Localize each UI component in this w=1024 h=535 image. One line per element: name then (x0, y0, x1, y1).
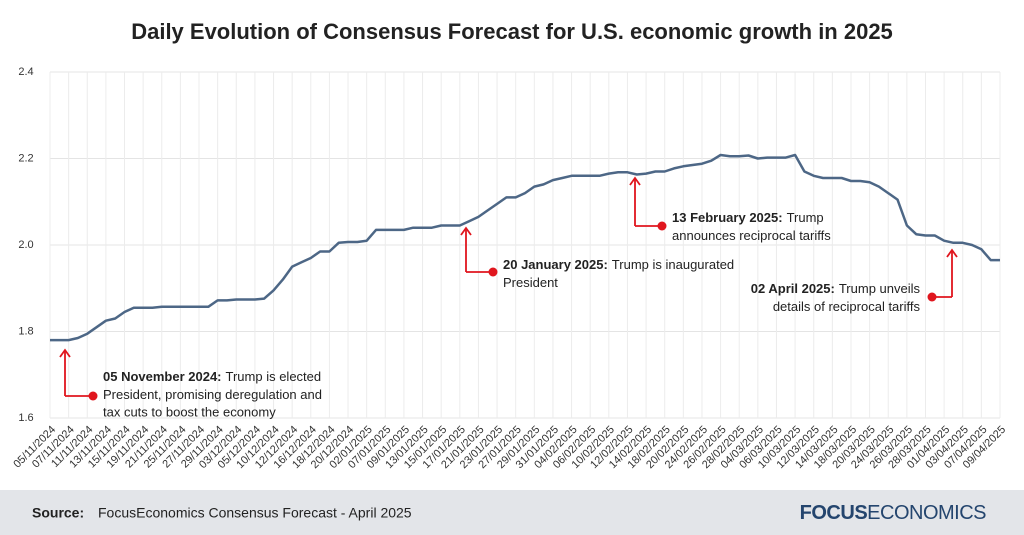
annotation-date: 20 January 2025: (503, 257, 608, 272)
annotation-line: details of reciprocal tariffs (773, 299, 921, 314)
annotation-arrow (465, 229, 493, 273)
annotation-dot (927, 292, 937, 302)
annotation-date: 05 November 2024: (103, 369, 222, 384)
y-tick-label: 2.4 (18, 66, 33, 78)
source: FocusEconomics Consensus Forecast - Apri… (98, 505, 412, 521)
annotation-date: 13 February 2025: (672, 210, 783, 225)
annotation-text: 20 January 2025: Trump is inaugurated (503, 257, 734, 272)
chart-title: Daily Evolution of Consensus Forecast fo… (131, 19, 893, 44)
annotation-dot (88, 391, 98, 401)
arrow-head (59, 348, 71, 358)
annotation-line: Trump is elected (226, 369, 322, 384)
annotation-arrow (64, 351, 93, 397)
annotation-date: 02 April 2025: (751, 281, 835, 296)
logo-bold: FOCUS (800, 502, 868, 524)
annotation-dot (657, 221, 667, 231)
annotation-arrow (634, 179, 662, 227)
logo-rest: ECONOMICS (867, 502, 986, 524)
annotation-line: President, promising deregulation and (103, 387, 322, 402)
annotation-text: 02 April 2025: Trump unveils (751, 281, 921, 296)
annotation-line: Trump is inaugurated (612, 257, 734, 272)
arrow-head (629, 176, 641, 186)
y-tick-label: 2.2 (18, 152, 33, 164)
annotation-line: tax cuts to boost the economy (103, 404, 276, 419)
annotation-text: 13 February 2025: Trump (672, 210, 824, 225)
arrow-head (946, 248, 958, 258)
y-tick-label: 1.6 (18, 412, 33, 424)
line (50, 153, 1000, 342)
annotation-text: 05 November 2024: Trump is elected (103, 369, 321, 384)
annotation-arrow (932, 251, 953, 298)
annotation-line: Trump (787, 210, 824, 225)
arrow-head (460, 226, 472, 236)
logo: FOCUSECONOMICS (800, 502, 987, 524)
y-tick-label: 1.8 (18, 325, 33, 337)
annotation-dot (488, 267, 498, 277)
annotation-line: announces reciprocal tariffs (672, 228, 831, 243)
source-label: Source: (32, 505, 84, 521)
annotation-line: President (503, 275, 558, 290)
footer-band (0, 490, 1024, 535)
annotation-line: Trump unveils (839, 281, 921, 296)
y-tick-label: 2.0 (18, 239, 33, 251)
